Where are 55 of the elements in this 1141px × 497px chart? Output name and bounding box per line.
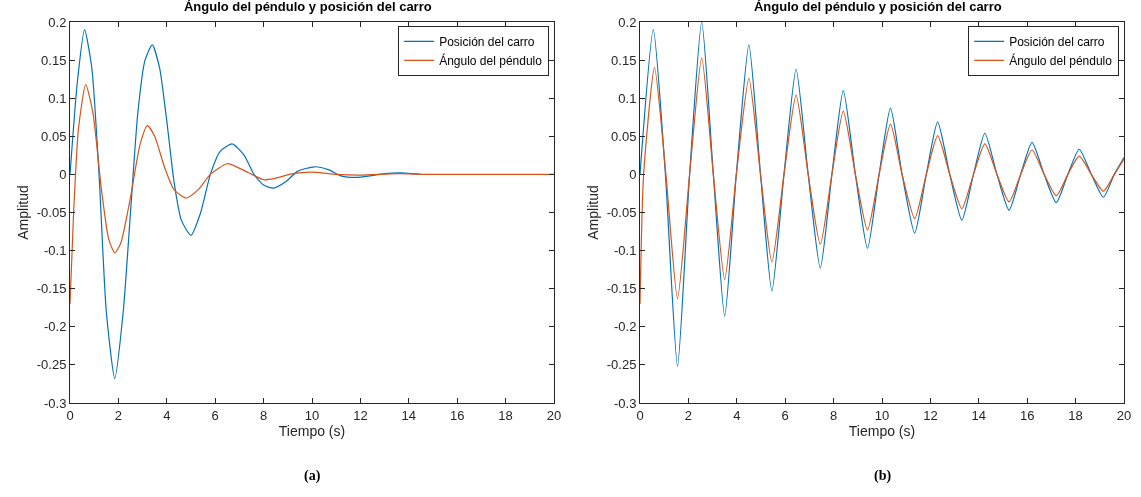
chart-title: Ángulo del péndulo y posición del carro xyxy=(183,0,432,14)
x-tick-label: 10 xyxy=(304,407,320,423)
legend-label: Ángulo del péndulo xyxy=(1009,52,1113,68)
y-axis-title: Amplitud xyxy=(585,185,602,240)
y-tick-label: 0.15 xyxy=(41,52,67,68)
x-tick-label: 12 xyxy=(923,407,938,423)
text: (a) xyxy=(304,468,321,484)
line-series xyxy=(640,22,1124,368)
legend-label: Ángulo del péndulo xyxy=(439,52,543,68)
y-tick-label: 0.2 xyxy=(48,14,67,30)
x-tick-label: 12 xyxy=(353,407,368,423)
y-tick-label: 0.1 xyxy=(48,90,67,106)
y-tick-label: 0 xyxy=(59,166,67,182)
x-tick-label: 10 xyxy=(874,407,890,423)
legend-label: Posición del carro xyxy=(1009,34,1105,49)
x-tick-label: 18 xyxy=(498,407,513,423)
x-axis-title: Tiempo (s) xyxy=(278,422,346,439)
x-tick-label: 8 xyxy=(829,407,838,423)
legend-label: Posición del carro xyxy=(439,34,535,49)
x-tick-label: 4 xyxy=(163,407,171,423)
y-axis-title: Amplitud xyxy=(15,185,32,240)
y-tick-label: -0.3 xyxy=(613,395,637,411)
y-tick-label: 0.05 xyxy=(611,128,637,144)
text: (b) xyxy=(874,468,892,484)
x-tick-label: 20 xyxy=(546,407,562,423)
y-tick-label: 0 xyxy=(629,166,637,182)
y-tick-label: -0.2 xyxy=(613,319,637,335)
y-tick-label: 0.15 xyxy=(611,52,637,68)
x-tick-label: 4 xyxy=(733,407,741,423)
x-tick-label: 20 xyxy=(1116,407,1132,423)
x-tick-label: 6 xyxy=(781,407,789,423)
x-tick-label: 16 xyxy=(1019,407,1035,423)
y-tick-label: 0.2 xyxy=(618,14,637,30)
y-tick-label: -0.3 xyxy=(43,395,67,411)
y-tick-label: -0.25 xyxy=(36,357,67,373)
y-tick-label: 0.1 xyxy=(618,90,637,106)
x-tick-label: 2 xyxy=(684,407,693,423)
y-tick-label: 0.05 xyxy=(41,128,67,144)
y-tick-label: -0.05 xyxy=(606,205,637,221)
x-tick-label: 2 xyxy=(114,407,123,423)
y-tick-label: -0.05 xyxy=(36,205,67,221)
x-tick-label: 6 xyxy=(211,407,219,423)
chart-title: Ángulo del péndulo y posición del carro xyxy=(753,0,1002,14)
x-tick-label: 14 xyxy=(401,407,417,423)
x-axis-title: Tiempo (s) xyxy=(848,422,916,439)
x-tick-label: 18 xyxy=(1068,407,1083,423)
x-tick-label: 16 xyxy=(449,407,465,423)
y-tick-label: -0.15 xyxy=(36,281,67,297)
x-tick-label: 14 xyxy=(971,407,987,423)
y-tick-label: -0.2 xyxy=(43,319,67,335)
y-tick-label: -0.1 xyxy=(43,243,67,259)
y-tick-label: -0.25 xyxy=(606,357,637,373)
y-tick-label: -0.1 xyxy=(613,243,637,259)
y-tick-label: -0.15 xyxy=(606,281,637,297)
x-tick-label: 8 xyxy=(259,407,268,423)
